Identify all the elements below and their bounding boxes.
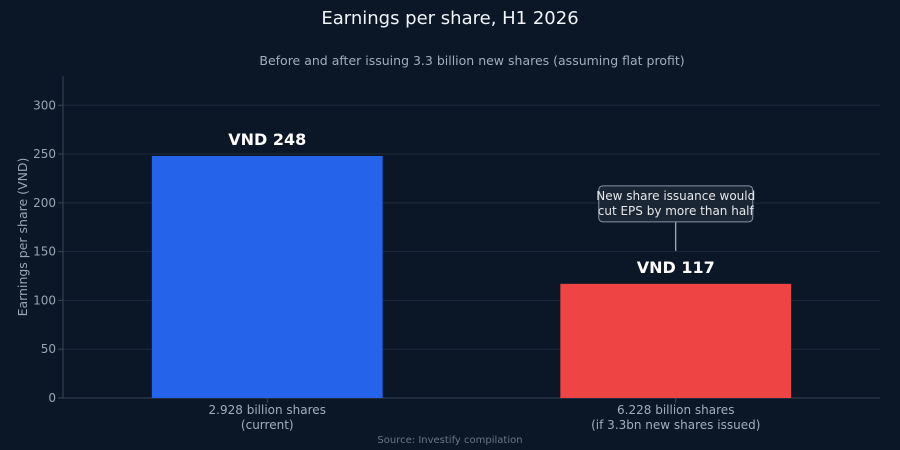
bar-value-label: VND 117 xyxy=(637,258,715,277)
y-tick-label: 200 xyxy=(33,196,56,210)
bar xyxy=(151,156,383,398)
chart-subtitle: Before and after issuing 3.3 billion new… xyxy=(259,53,684,68)
chart-title: Earnings per share, H1 2026 xyxy=(321,8,578,29)
x-tick-label: (current) xyxy=(241,418,294,432)
x-tick-label: 6.228 billion shares xyxy=(617,403,734,417)
y-tick-label: 100 xyxy=(33,293,56,307)
annotation-text: cut EPS by more than half xyxy=(598,204,755,218)
y-tick-label: 0 xyxy=(48,391,56,405)
annotation-text: New share issuance would xyxy=(596,189,755,203)
x-tick-label: (if 3.3bn new shares issued) xyxy=(591,418,760,432)
y-tick-label: 250 xyxy=(33,147,56,161)
y-tick-label: 150 xyxy=(33,245,56,259)
source-note: Source: Investify compilation xyxy=(377,435,522,446)
plot-area: 0 50 100 150 200 250 300 VND 248 2.928 billion s… xyxy=(33,76,880,432)
bar-value-label: VND 248 xyxy=(228,130,306,149)
annotation-box xyxy=(598,185,754,223)
x-tick-label: 2.928 billion shares xyxy=(209,403,326,417)
y-tick-label: 300 xyxy=(33,98,56,112)
y-axis-label: Earnings per share (VND) xyxy=(15,158,30,317)
y-tick-label: 50 xyxy=(41,342,56,356)
bar xyxy=(560,283,792,398)
